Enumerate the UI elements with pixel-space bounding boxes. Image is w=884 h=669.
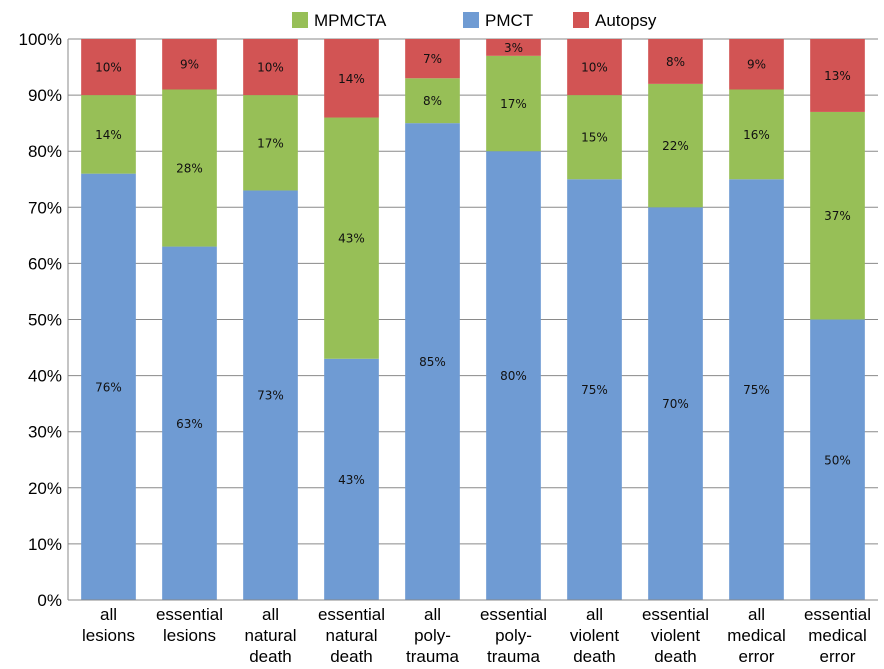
bar-autopsy-2 <box>243 39 298 96</box>
y-tick-label: 10% <box>28 535 62 554</box>
data-label-autopsy-0: 10% <box>95 61 122 75</box>
bar-autopsy-7 <box>648 39 703 84</box>
x-category-label-0: all lesions <box>82 605 135 645</box>
bar-autopsy-1 <box>162 39 217 90</box>
data-label-pmct-6: 75% <box>581 383 608 397</box>
bar-autopsy-0 <box>81 39 136 96</box>
x-category-label-6: all violent death <box>570 605 619 666</box>
bar-mpmcta-0 <box>81 95 136 174</box>
bar-pmct-2 <box>243 190 298 600</box>
data-label-autopsy-9: 13% <box>824 69 851 83</box>
bar-mpmcta-7 <box>648 83 703 208</box>
y-tick-label: 100% <box>19 30 62 49</box>
bar-autopsy-6 <box>567 39 622 96</box>
data-label-mpmcta-0: 14% <box>95 128 122 142</box>
data-label-autopsy-6: 10% <box>581 61 608 75</box>
bar-mpmcta-5 <box>486 55 541 152</box>
bar-pmct-7 <box>648 207 703 601</box>
bar-mpmcta-1 <box>162 89 217 247</box>
data-label-autopsy-8: 9% <box>747 58 766 72</box>
bar-pmct-3 <box>324 358 379 600</box>
data-label-mpmcta-1: 28% <box>176 162 203 176</box>
bar-mpmcta-4 <box>405 78 460 124</box>
legend-swatch-mpmcta <box>292 12 308 28</box>
data-label-pmct-0: 76% <box>95 380 122 394</box>
y-tick-label: 70% <box>28 198 62 217</box>
axes: 0% 10% 20% 30% 40% 50% 60% 70% 80% 90% 100% all lesi… <box>19 30 878 666</box>
bar-autopsy-9 <box>810 39 865 112</box>
legend-label-mpmcta: MPMCTA <box>314 11 387 30</box>
y-tick-label: 30% <box>28 423 62 442</box>
data-label-mpmcta-6: 15% <box>581 131 608 145</box>
data-label-pmct-7: 70% <box>662 397 689 411</box>
data-label-mpmcta-4: 8% <box>423 94 442 108</box>
bar-pmct-1 <box>162 246 217 600</box>
bar-pmct-8 <box>729 179 784 600</box>
legend-label-autopsy: Autopsy <box>595 11 657 30</box>
data-label-pmct-2: 73% <box>257 389 284 403</box>
bar-autopsy-3 <box>324 39 379 118</box>
bar-autopsy-8 <box>729 39 784 90</box>
data-label-autopsy-2: 10% <box>257 61 284 75</box>
bar-mpmcta-6 <box>567 95 622 180</box>
legend-swatch-autopsy <box>573 12 589 28</box>
y-tick-label: 90% <box>28 86 62 105</box>
y-tick-label: 50% <box>28 311 62 330</box>
bar-pmct-6 <box>567 179 622 600</box>
bar-autopsy-4 <box>405 39 460 79</box>
bar-mpmcta-3 <box>324 117 379 359</box>
y-tick-label: 0% <box>37 591 62 610</box>
data-label-mpmcta-5: 17% <box>500 97 527 111</box>
data-label-pmct-8: 75% <box>743 383 770 397</box>
legend-label-pmct: PMCT <box>485 11 533 30</box>
bar-mpmcta-2 <box>243 95 298 191</box>
data-label-mpmcta-2: 17% <box>257 136 284 150</box>
data-label-pmct-5: 80% <box>500 369 527 383</box>
legend: MPMCTA PMCT Autopsy <box>292 11 657 30</box>
bar-autopsy-5 <box>486 39 541 56</box>
bar-pmct-9 <box>810 319 865 600</box>
data-label-autopsy-5: 3% <box>504 41 523 55</box>
x-category-label-3: essential natural death <box>318 605 385 666</box>
bar-pmct-5 <box>486 151 541 600</box>
data-label-pmct-3: 43% <box>338 473 365 487</box>
data-label-mpmcta-9: 37% <box>824 209 851 223</box>
x-category-label-4: all poly-trauma <box>406 605 459 666</box>
bar-pmct-4 <box>405 123 460 601</box>
data-label-pmct-9: 50% <box>824 453 851 467</box>
data-label-autopsy-3: 14% <box>338 72 365 86</box>
data-label-autopsy-4: 7% <box>423 52 442 66</box>
bar-mpmcta-8 <box>729 89 784 180</box>
legend-swatch-pmct <box>463 12 479 28</box>
data-label-mpmcta-8: 16% <box>743 128 770 142</box>
bar-mpmcta-9 <box>810 111 865 320</box>
x-category-label-8: all medical error <box>727 605 786 666</box>
x-category-label-2: all natural death <box>245 605 297 666</box>
bars: 76% 14% 10% 63% 28% 9% 73% 17% 10% 43% 43% 14% 85% 8%… <box>81 39 865 601</box>
x-category-label-9: essential medical error <box>804 605 871 666</box>
data-label-autopsy-1: 9% <box>180 58 199 72</box>
x-category-label-1: essential lesions <box>156 605 223 645</box>
data-label-pmct-4: 85% <box>419 355 446 369</box>
y-tick-label: 20% <box>28 479 62 498</box>
bar-pmct-0 <box>81 173 136 600</box>
data-label-mpmcta-7: 22% <box>662 139 689 153</box>
data-label-pmct-1: 63% <box>176 417 203 431</box>
y-tick-label: 40% <box>28 367 62 386</box>
y-tick-label: 60% <box>28 254 62 273</box>
y-tick-label: 80% <box>28 142 62 161</box>
data-label-autopsy-7: 8% <box>666 55 685 69</box>
x-category-label-7: essential violent death <box>642 605 709 666</box>
x-category-label-5: essential poly-trauma <box>480 605 547 666</box>
data-label-mpmcta-3: 43% <box>338 232 365 246</box>
